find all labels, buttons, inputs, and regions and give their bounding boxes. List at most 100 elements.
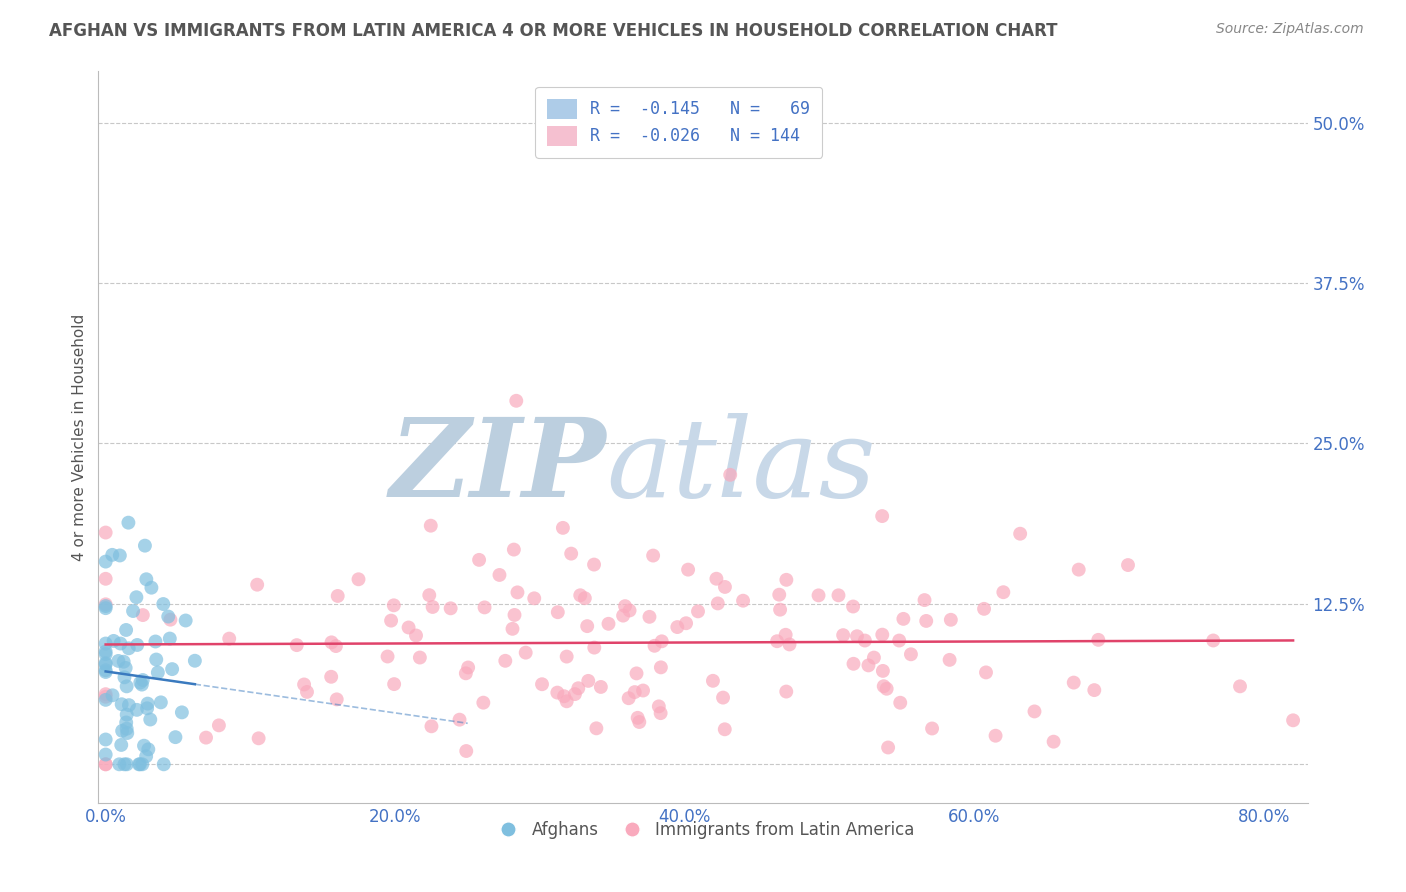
- Point: [382, 599, 405, 613]
- Point: [564, 687, 586, 701]
- Point: [108, 757, 131, 772]
- Point: [858, 658, 880, 673]
- Point: [128, 757, 150, 772]
- Point: [711, 690, 734, 705]
- Point: [921, 722, 943, 736]
- Point: [125, 591, 148, 605]
- Point: [707, 596, 730, 610]
- Point: [827, 588, 849, 602]
- Point: [117, 516, 139, 530]
- Point: [115, 722, 138, 736]
- Point: [733, 593, 755, 607]
- Point: [115, 707, 138, 722]
- Point: [111, 723, 134, 738]
- Point: [1083, 683, 1105, 698]
- Point: [457, 660, 479, 674]
- Point: [766, 634, 789, 648]
- Point: [872, 627, 894, 641]
- Point: [631, 683, 654, 698]
- Point: [135, 572, 157, 586]
- Point: [1024, 705, 1046, 719]
- Point: [853, 633, 876, 648]
- Text: atlas: atlas: [606, 413, 876, 520]
- Point: [117, 726, 139, 740]
- Point: [876, 681, 898, 696]
- Point: [1202, 633, 1225, 648]
- Point: [170, 706, 193, 720]
- Point: [775, 628, 797, 642]
- Point: [149, 695, 172, 709]
- Point: [583, 558, 606, 572]
- Point: [531, 677, 554, 691]
- Point: [675, 616, 697, 631]
- Point: [547, 605, 569, 619]
- Point: [769, 602, 792, 616]
- Point: [321, 670, 343, 684]
- Point: [132, 739, 155, 753]
- Point: [103, 634, 125, 648]
- Point: [377, 649, 399, 664]
- Point: [247, 731, 270, 746]
- Point: [382, 677, 405, 691]
- Point: [325, 692, 347, 706]
- Point: [285, 638, 308, 652]
- Text: Source: ZipAtlas.com: Source: ZipAtlas.com: [1216, 22, 1364, 37]
- Point: [506, 585, 529, 599]
- Point: [94, 757, 117, 772]
- Point: [1087, 632, 1109, 647]
- Point: [208, 718, 231, 732]
- Point: [419, 518, 441, 533]
- Point: [380, 614, 402, 628]
- Point: [993, 585, 1015, 599]
- Point: [502, 622, 524, 636]
- Point: [706, 572, 728, 586]
- Point: [112, 655, 135, 669]
- Point: [628, 714, 651, 729]
- Point: [159, 613, 181, 627]
- Point: [505, 393, 527, 408]
- Point: [145, 652, 167, 666]
- Point: [146, 665, 169, 680]
- Point: [347, 572, 370, 586]
- Point: [974, 665, 997, 680]
- Point: [136, 742, 159, 756]
- Point: [870, 509, 893, 524]
- Point: [842, 599, 865, 614]
- Point: [174, 614, 197, 628]
- Point: [872, 664, 894, 678]
- Point: [110, 636, 132, 650]
- Point: [127, 638, 149, 652]
- Point: [638, 610, 661, 624]
- Point: [114, 661, 136, 675]
- Point: [398, 620, 420, 634]
- Point: [94, 747, 117, 762]
- Point: [474, 600, 496, 615]
- Point: [893, 612, 915, 626]
- Point: [122, 604, 145, 618]
- Point: [94, 597, 117, 611]
- Point: [139, 713, 162, 727]
- Point: [576, 673, 599, 688]
- Point: [420, 719, 443, 733]
- Point: [94, 644, 117, 658]
- Legend: Afghans, Immigrants from Latin America: Afghans, Immigrants from Latin America: [485, 814, 921, 846]
- Point: [118, 641, 141, 656]
- Point: [938, 653, 960, 667]
- Point: [409, 650, 432, 665]
- Point: [939, 613, 962, 627]
- Point: [1063, 675, 1085, 690]
- Point: [152, 757, 174, 772]
- Point: [107, 654, 129, 668]
- Point: [863, 650, 886, 665]
- Point: [94, 732, 117, 747]
- Point: [650, 660, 672, 674]
- Point: [1067, 563, 1090, 577]
- Point: [94, 656, 117, 670]
- Point: [1042, 734, 1064, 748]
- Point: [650, 706, 672, 720]
- Point: [973, 602, 995, 616]
- Point: [714, 580, 737, 594]
- Point: [131, 757, 153, 772]
- Point: [94, 599, 117, 613]
- Point: [246, 577, 269, 591]
